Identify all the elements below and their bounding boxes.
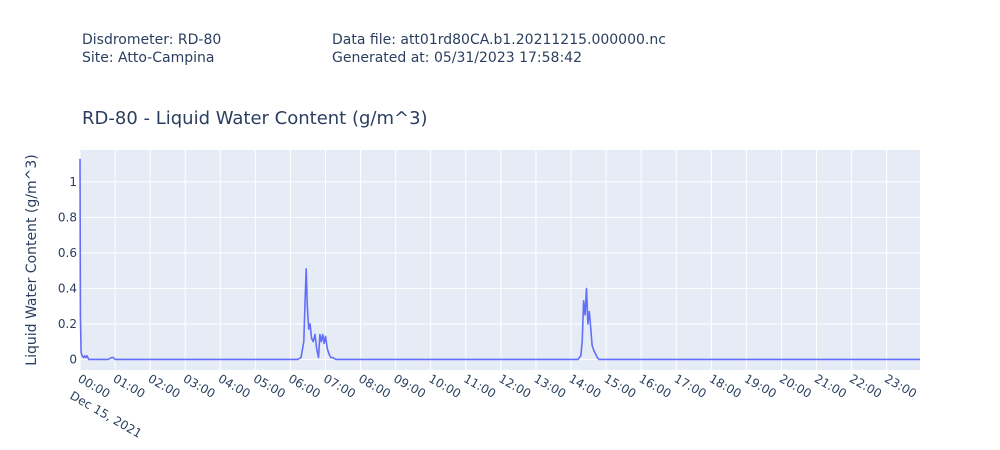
y-tick-label: 0: [69, 352, 77, 366]
x-tick-label: 19:00: [742, 371, 779, 400]
x-tick-label: 14:00: [567, 371, 604, 400]
y-axis-title: Liquid Water Content (g/m^3): [24, 154, 40, 365]
x-tick-label: 05:00: [251, 371, 288, 400]
site-label: Site: Atto-Campina: [82, 50, 215, 66]
x-tick-label: 21:00: [812, 371, 849, 400]
y-tick-label: 0.6: [58, 246, 77, 260]
x-tick-label: 08:00: [356, 371, 393, 400]
plot-area: [80, 150, 920, 370]
x-tick-label: 23:00: [882, 371, 919, 400]
grid: [79, 150, 920, 370]
x-tick-label: 09:00: [391, 371, 428, 400]
x-tick-label: 15:00: [602, 371, 639, 400]
header-right: Data file: att01rd80CA.b1.20211215.00000…: [332, 31, 666, 67]
y-tick-label: 1: [69, 175, 77, 189]
x-tick-label: 17:00: [672, 371, 709, 400]
y-tick-label: 0.8: [58, 210, 77, 224]
x-axis-ticks: 00:0001:0002:0003:0004:0005:0006:0007:00…: [76, 371, 920, 400]
disdrometer-label: Disdrometer: RD-80: [82, 32, 222, 48]
x-tick-label: 06:00: [286, 371, 323, 400]
x-tick-label: 16:00: [637, 371, 674, 400]
x-tick-label: 04:00: [216, 371, 253, 400]
generated-label: Generated at: 05/31/2023 17:58:42: [332, 50, 582, 66]
x-tick-label: 11:00: [461, 371, 498, 400]
x-tick-label: 18:00: [707, 371, 744, 400]
x-tick-label: 03:00: [181, 371, 218, 400]
x-tick-label: 10:00: [426, 371, 463, 400]
header-left: Disdrometer: RD-80 Site: Atto-Campina: [82, 31, 221, 67]
x-tick-label: 12:00: [496, 371, 533, 400]
data-file-label: Data file: att01rd80CA.b1.20211215.00000…: [332, 32, 666, 48]
x-tick-label: 02:00: [146, 371, 183, 400]
y-axis-ticks: 0 0.2 0.4 0.6 0.8 1: [58, 175, 77, 366]
x-tick-label: 20:00: [777, 371, 814, 400]
x-tick-label: 22:00: [847, 371, 884, 400]
x-tick-label: 01:00: [111, 371, 148, 400]
chart-title: RD-80 - Liquid Water Content (g/m^3): [82, 108, 428, 129]
lwc-series-line: [79, 158, 920, 361]
y-tick-label: 0.2: [58, 317, 77, 331]
x-tick-label: 13:00: [531, 371, 568, 400]
y-tick-label: 0.4: [58, 281, 77, 295]
x-tick-label: 07:00: [321, 371, 358, 400]
